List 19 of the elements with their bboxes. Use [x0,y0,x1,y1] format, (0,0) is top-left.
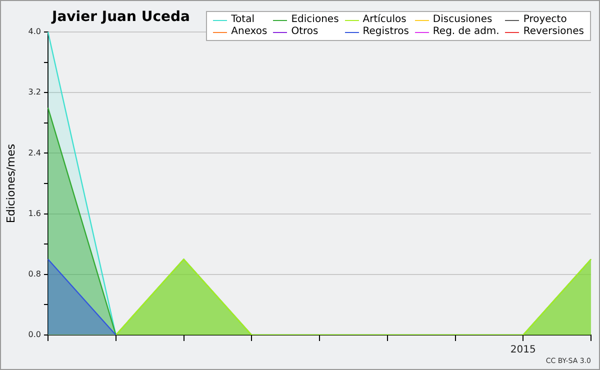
x-tick-label: 2015 [510,344,536,356]
legend-label: Artículos [362,14,408,26]
legend-label: Anexos [230,26,268,38]
chart-title: Javier Juan Uceda [50,9,191,25]
y-axis-title: Ediciones/mes [4,144,18,224]
legend-label: Reversiones [522,26,584,38]
legend-label: Ediciones [290,14,339,26]
legend-label: Otros [290,26,320,38]
y-tick-label: 2.4 [28,148,41,158]
y-tick-label: 1.6 [28,208,41,218]
legend-label: Reg. de adm. [432,26,500,38]
legend-label: Registros [362,26,409,38]
legend-label: Proyecto [522,14,568,26]
y-tick-label: 4.0 [28,27,41,36]
y-tick-label: 0.8 [28,269,41,278]
legend-label: Total [230,14,256,26]
y-tick-label: 3.2 [28,88,41,97]
legend-label: Discusiones [432,14,494,26]
y-tick-label: 0.0 [28,330,41,340]
